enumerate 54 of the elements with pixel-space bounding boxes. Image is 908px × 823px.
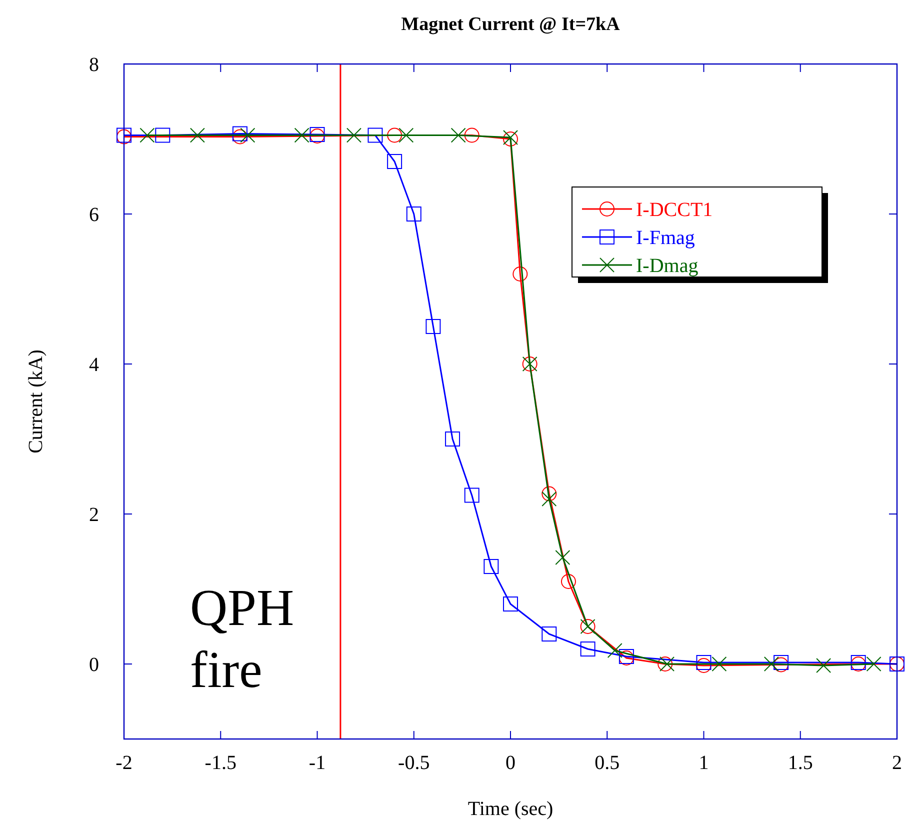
x-tick-label: 1.5 — [788, 752, 813, 774]
point — [866, 656, 882, 672]
point — [190, 128, 205, 143]
point — [712, 656, 727, 672]
point — [555, 550, 570, 565]
point — [542, 492, 557, 506]
point — [580, 642, 596, 656]
x-tick-label: -0.5 — [398, 752, 430, 774]
point — [387, 128, 402, 143]
point — [240, 128, 256, 143]
y-axis-title: Current (kA) — [25, 350, 47, 454]
point — [346, 128, 362, 143]
point — [542, 486, 557, 502]
point — [542, 626, 557, 642]
point — [696, 655, 712, 670]
y-tick-label: 8 — [89, 54, 99, 76]
point — [387, 154, 402, 169]
point — [464, 488, 480, 503]
point — [406, 206, 422, 222]
x-tick-label: -1 — [308, 752, 326, 774]
chart-title: Magnet Current @ It=7kA — [401, 14, 620, 35]
x-axis-title: Time (sec) — [468, 798, 554, 820]
point — [140, 128, 155, 143]
point — [426, 319, 441, 334]
point — [560, 574, 576, 589]
point — [155, 128, 170, 143]
point — [294, 128, 310, 143]
x-tick-label: 2 — [892, 752, 902, 774]
point — [816, 658, 832, 673]
point — [696, 658, 712, 673]
y-tick-label: 0 — [89, 654, 99, 676]
ref-line-label: QPH fire — [190, 580, 294, 699]
legend-label: I-Fmag — [636, 227, 695, 249]
y-tick-label: 4 — [89, 354, 99, 376]
x-tick-label: -1.5 — [204, 752, 236, 774]
point — [607, 643, 622, 658]
point — [232, 126, 248, 142]
point — [764, 656, 779, 672]
legend-label: I-DCCT1 — [636, 199, 713, 221]
point — [464, 128, 480, 143]
x-tick-label: -2 — [116, 752, 132, 774]
legend-label: I-Dmag — [636, 255, 698, 277]
point — [484, 559, 499, 574]
point — [445, 432, 460, 446]
x-tick-label: 1 — [698, 752, 709, 774]
point — [398, 128, 414, 143]
y-tick-label: 6 — [89, 204, 99, 226]
y-tick-label: 2 — [89, 504, 99, 526]
point — [512, 266, 528, 282]
point — [450, 128, 466, 143]
x-tick-label: 0 — [506, 752, 516, 774]
x-tick-label: 0.5 — [594, 752, 620, 774]
point — [368, 128, 383, 143]
point — [503, 596, 518, 612]
